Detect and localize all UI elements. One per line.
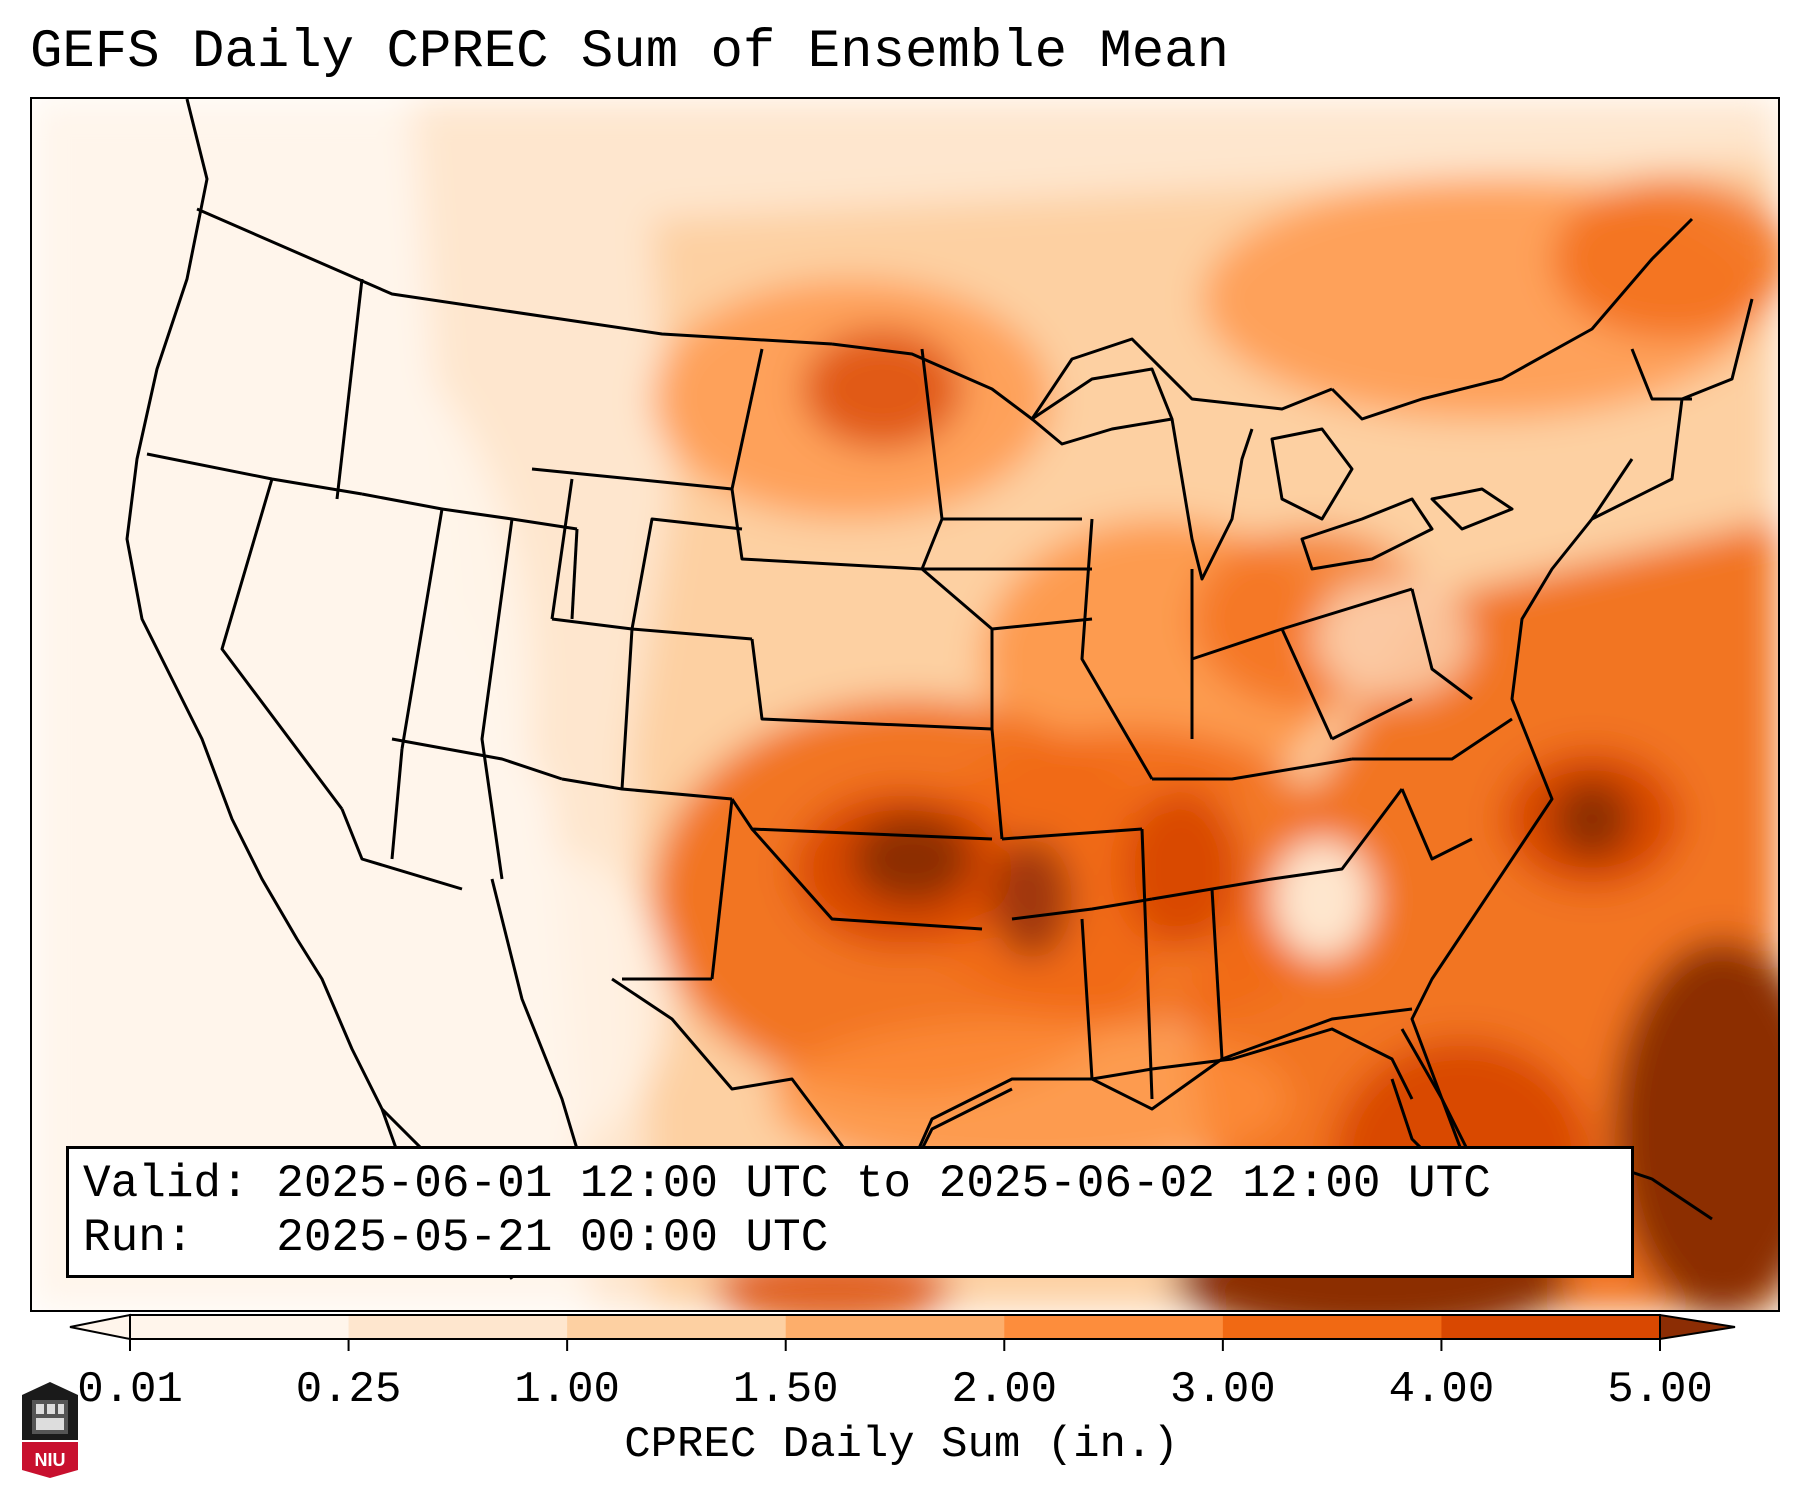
chart-title: GEFS Daily CPREC Sum of Ensemble Mean xyxy=(30,22,1229,83)
colorbar-tick-label: 1.50 xyxy=(733,1365,839,1405)
run-label: Run: xyxy=(83,1212,194,1264)
colorbar-tick-label: 3.00 xyxy=(1170,1365,1276,1405)
colorbar-title: CPREC Daily Sum (in.) xyxy=(624,1420,1179,1470)
colorbar-tick-label: 2.00 xyxy=(951,1365,1057,1405)
map-canvas xyxy=(32,99,1778,1310)
run-time: 2025-05-21 00:00 UTC xyxy=(276,1212,829,1264)
colorbar-segment xyxy=(567,1315,787,1339)
niu-logo: NIU xyxy=(22,1382,78,1478)
colorbar-ticks: 0.01 0.25 1.00 1.50 2.00 3.00 4.00 5.00 xyxy=(77,1339,1713,1405)
colorbar-segment xyxy=(130,1315,350,1339)
colorbar-extend-high xyxy=(1659,1313,1736,1341)
colorbar-segment xyxy=(1222,1315,1442,1339)
colorbar-segment xyxy=(1441,1315,1661,1339)
colorbar-segment xyxy=(1004,1315,1224,1339)
colorbar-tick-label: 0.01 xyxy=(77,1365,183,1405)
logo-text: NIU xyxy=(35,1450,66,1470)
colorbar-segment xyxy=(785,1315,1005,1339)
valid-label: Valid: xyxy=(83,1158,249,1210)
colorbar-segment xyxy=(348,1315,568,1339)
precipitation-map xyxy=(30,97,1780,1312)
colorbar-tick-label: 4.00 xyxy=(1389,1365,1495,1405)
colorbar-tick-label: 5.00 xyxy=(1607,1365,1713,1405)
colorbar-tick-label: 0.25 xyxy=(296,1365,402,1405)
colorbar-extend-low xyxy=(69,1313,131,1341)
colorbar-border xyxy=(129,1314,1661,1340)
run-info-box: Valid: 2025-06-01 12:00 UTC to 2025-06-0… xyxy=(66,1146,1634,1278)
colorbar-segments xyxy=(69,1313,1736,1341)
boundary-lines xyxy=(125,99,1754,1280)
precip-field xyxy=(32,99,1778,1310)
valid-range: 2025-06-01 12:00 UTC to 2025-06-02 12:00… xyxy=(276,1158,1491,1210)
colorbar: 0.01 0.25 1.00 1.50 2.00 3.00 4.00 5.00 xyxy=(69,1313,1736,1405)
colorbar-tick-label: 1.00 xyxy=(514,1365,620,1405)
